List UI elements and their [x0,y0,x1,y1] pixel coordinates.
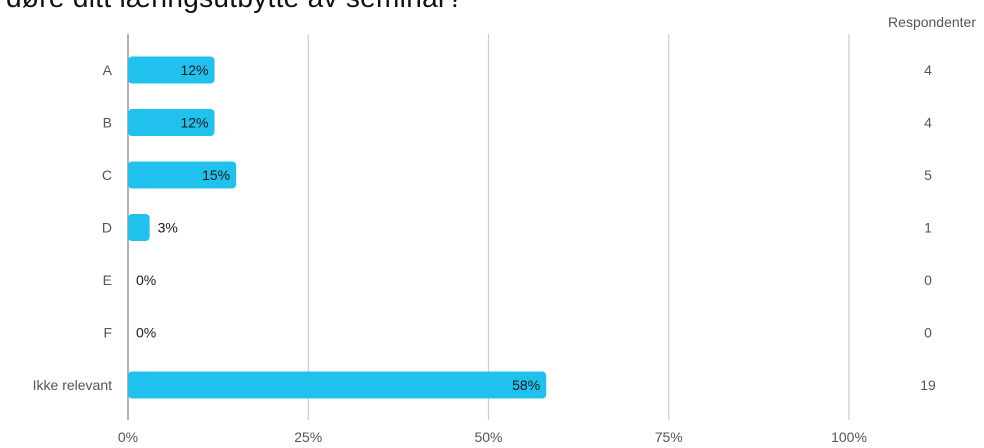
bar-value-label: 58% [512,377,540,393]
respondent-count: 0 [924,272,932,288]
bar-value-label: 3% [158,220,178,236]
x-tick-label: 50% [474,429,502,445]
bar [128,371,547,399]
bar [128,214,150,241]
category-label: D [102,220,112,236]
x-tick-label: 25% [294,429,322,445]
respondent-count: 5 [924,167,932,183]
bar-value-label: 12% [180,115,208,131]
x-tick-label: 75% [655,429,683,445]
respondent-count: 1 [924,220,932,236]
category-label: C [102,167,112,183]
category-label: F [103,325,112,341]
category-label: Ikke relevant [33,377,112,393]
respondent-count: 4 [924,115,932,131]
bar-value-label: 0% [136,272,156,288]
respondent-count: 0 [924,325,932,341]
respondent-count: 4 [924,62,932,78]
bar-value-label: 15% [202,167,230,183]
chart-title: døre ditt læringsutbytte av seminar? [6,0,463,14]
bar-value-label: 12% [180,62,208,78]
bar [128,56,215,84]
category-label: A [103,62,113,78]
respondents-header: Respondenter [888,14,976,30]
bar-value-label: 0% [136,325,156,341]
x-tick-label: 0% [118,429,138,445]
category-label: E [103,272,112,288]
bar [128,109,215,136]
x-tick-label: 100% [831,429,867,445]
category-label: B [103,115,112,131]
respondent-count: 19 [920,377,936,393]
bar [128,161,237,189]
